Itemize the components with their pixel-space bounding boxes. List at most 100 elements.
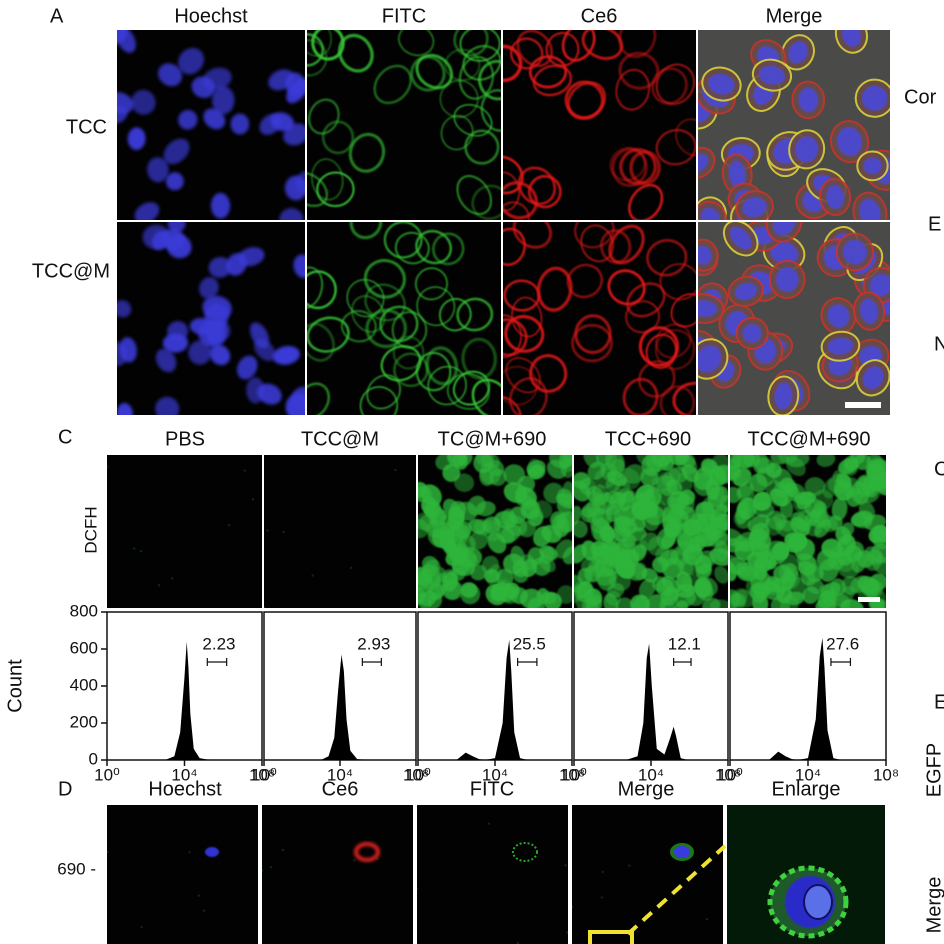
cell <box>503 464 525 485</box>
panel-letter: A <box>50 5 64 27</box>
nucleus <box>698 153 709 173</box>
nucleus <box>199 276 219 299</box>
nucleus <box>259 113 282 135</box>
cell <box>609 492 627 508</box>
membrane <box>503 314 523 359</box>
cell <box>659 549 679 566</box>
x-tick-label: 10⁴ <box>638 765 664 784</box>
speck <box>572 905 574 909</box>
x-tick-label: 10⁴ <box>171 765 197 784</box>
column-header: PBS <box>165 428 205 450</box>
micrograph <box>107 455 262 608</box>
nucleus <box>253 339 276 362</box>
cell <box>673 590 697 608</box>
micrograph <box>574 455 728 608</box>
cell <box>452 455 468 470</box>
speck <box>601 870 604 874</box>
cell <box>695 564 713 579</box>
speck <box>202 909 206 912</box>
membrane <box>307 39 328 77</box>
membrane <box>459 30 501 62</box>
cell <box>747 514 770 532</box>
membrane <box>307 270 337 310</box>
nucleus <box>279 208 304 220</box>
x-tick-label: 10⁸ <box>559 765 585 784</box>
cell <box>594 558 614 578</box>
x-tick-label: 10⁸ <box>249 765 275 784</box>
cell <box>420 484 442 507</box>
speck <box>628 864 631 867</box>
cell <box>764 579 780 595</box>
membrane <box>394 231 430 265</box>
x-tick-label: 10⁰ <box>717 765 743 784</box>
nucleus <box>708 73 735 95</box>
y-tick-label: 600 <box>70 638 98 657</box>
cell <box>632 595 651 608</box>
membrane <box>461 337 498 380</box>
cell-red <box>354 842 380 862</box>
nucleus <box>119 337 137 363</box>
nucleus <box>836 127 863 157</box>
cell <box>596 455 617 470</box>
cell <box>475 455 495 467</box>
speck <box>107 465 109 469</box>
image-background <box>417 805 568 944</box>
cell <box>831 497 848 521</box>
enlarge-guide <box>626 844 727 936</box>
x-tick-label: 10⁰ <box>251 765 277 784</box>
membrane <box>415 229 453 265</box>
gate-label: 2.23 <box>202 634 235 653</box>
membrane <box>509 37 544 70</box>
membrane <box>440 114 474 151</box>
nucleus <box>729 226 752 250</box>
histogram-area <box>165 641 210 760</box>
membrane <box>532 64 573 97</box>
membrane <box>638 326 680 367</box>
nucleus <box>162 333 189 353</box>
micrograph <box>107 805 258 944</box>
micrograph <box>418 455 572 608</box>
row-label: DCFH <box>81 506 100 553</box>
histogram <box>573 611 729 766</box>
nucleus <box>212 86 235 115</box>
membrane <box>392 335 425 370</box>
cell <box>574 520 588 538</box>
cell <box>549 511 567 529</box>
membrane <box>581 30 624 61</box>
membrane <box>307 171 329 208</box>
membrane <box>615 68 651 111</box>
membrane <box>561 30 596 62</box>
nucleus <box>191 76 216 98</box>
cropped-label: C <box>934 458 944 480</box>
x-tick-label: 10⁰ <box>561 765 587 784</box>
cell <box>710 485 725 501</box>
cell <box>479 468 494 486</box>
nucleus <box>774 382 793 410</box>
gate-label: 27.6 <box>826 634 859 653</box>
cell <box>861 484 880 503</box>
membrane <box>348 132 386 173</box>
membrane <box>516 30 553 68</box>
membrane <box>427 365 467 406</box>
cell <box>784 532 808 550</box>
membrane <box>627 183 664 220</box>
membrane <box>414 267 449 301</box>
micrograph <box>417 805 568 944</box>
cell <box>769 488 789 507</box>
cell <box>837 558 860 579</box>
membrane <box>471 378 501 415</box>
nucleus <box>117 91 134 114</box>
membrane <box>505 357 541 394</box>
cell <box>482 516 501 534</box>
x-tick-label: 10⁴ <box>327 765 353 784</box>
cell <box>586 497 607 518</box>
micrograph <box>503 222 696 415</box>
image-background <box>572 805 723 944</box>
cell <box>680 573 703 593</box>
column-header: Hoechst <box>174 5 248 27</box>
nucleus <box>862 366 884 390</box>
nucleus <box>134 202 160 220</box>
cell <box>581 540 598 561</box>
nucleus <box>163 138 190 165</box>
